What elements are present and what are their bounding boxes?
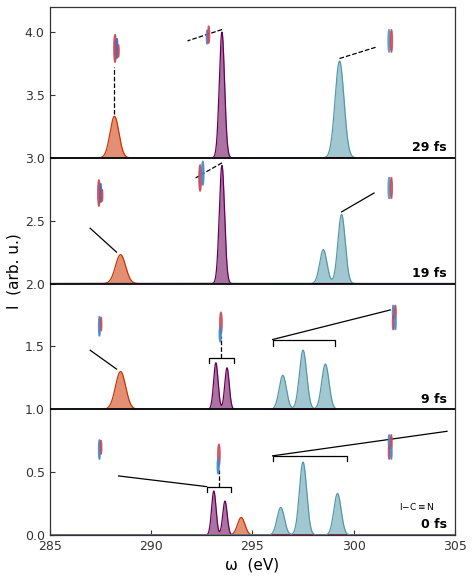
Ellipse shape	[388, 435, 390, 449]
Y-axis label: I  (arb. u.): I (arb. u.)	[7, 233, 22, 309]
Ellipse shape	[114, 35, 116, 63]
Ellipse shape	[202, 161, 204, 185]
Text: I$-$C$\equiv$N: I$-$C$\equiv$N	[400, 501, 435, 512]
Ellipse shape	[199, 165, 201, 191]
Ellipse shape	[391, 445, 392, 459]
Ellipse shape	[116, 38, 118, 58]
Ellipse shape	[392, 305, 394, 319]
Ellipse shape	[218, 444, 220, 466]
Ellipse shape	[208, 26, 210, 43]
Ellipse shape	[101, 189, 103, 201]
Ellipse shape	[100, 440, 102, 455]
Ellipse shape	[388, 445, 390, 459]
Ellipse shape	[99, 316, 100, 336]
Text: 19 fs: 19 fs	[412, 267, 447, 280]
Ellipse shape	[219, 312, 222, 334]
Ellipse shape	[394, 316, 396, 330]
Ellipse shape	[388, 30, 390, 52]
Ellipse shape	[391, 177, 392, 199]
Ellipse shape	[217, 459, 219, 474]
X-axis label: ω  (eV): ω (eV)	[225, 557, 279, 572]
Ellipse shape	[118, 45, 119, 57]
Ellipse shape	[100, 184, 101, 203]
Text: 0 fs: 0 fs	[421, 518, 447, 532]
Ellipse shape	[391, 435, 392, 449]
Ellipse shape	[219, 327, 221, 342]
Ellipse shape	[98, 180, 100, 206]
Ellipse shape	[100, 317, 102, 331]
Ellipse shape	[206, 30, 208, 44]
Ellipse shape	[391, 30, 392, 52]
Ellipse shape	[392, 316, 394, 330]
Ellipse shape	[394, 305, 396, 319]
Text: 29 fs: 29 fs	[412, 141, 447, 154]
Ellipse shape	[99, 439, 100, 459]
Ellipse shape	[388, 177, 390, 199]
Text: 9 fs: 9 fs	[421, 393, 447, 405]
